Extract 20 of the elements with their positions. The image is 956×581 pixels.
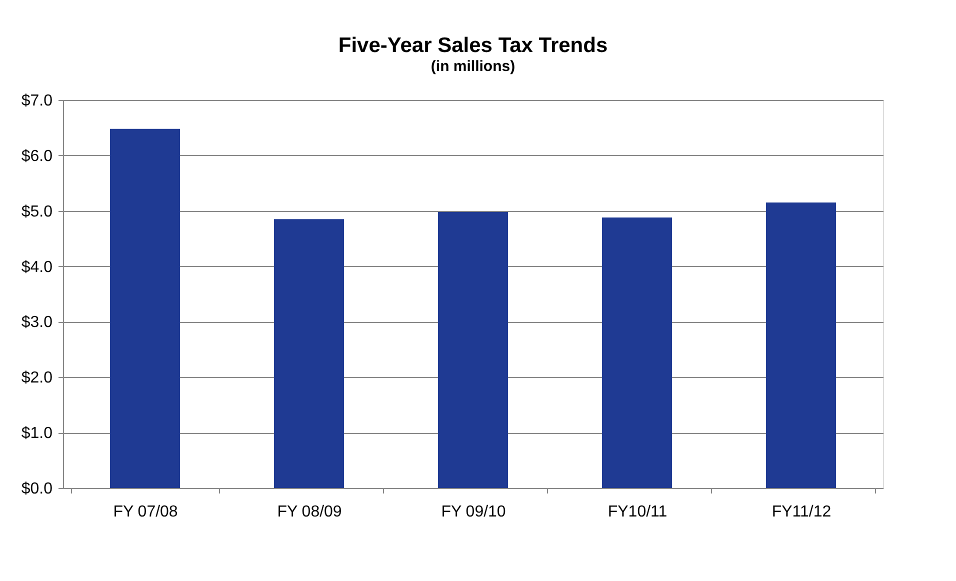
y-tick-label: $3.0 bbox=[21, 314, 53, 332]
x-tick-label: FY 09/10 bbox=[441, 504, 506, 520]
bar bbox=[274, 219, 344, 488]
x-tick-label: FY 08/09 bbox=[277, 504, 342, 520]
bar bbox=[438, 212, 508, 488]
bar bbox=[602, 218, 672, 488]
y-tick-label: $4.0 bbox=[21, 258, 53, 276]
chart-subtitle: (in millions) bbox=[430, 58, 516, 75]
y-tick-label: $1.0 bbox=[21, 425, 53, 442]
chart-title: Five-Year Sales Tax Trends bbox=[338, 34, 608, 57]
bar bbox=[110, 128, 180, 488]
x-tick-label: FY11/12 bbox=[772, 504, 832, 520]
y-tick-label: $2.0 bbox=[21, 370, 53, 387]
x-tick-label: FY10/11 bbox=[608, 504, 668, 520]
y-tick-label: $6.0 bbox=[21, 148, 53, 165]
y-tick-label: $0.0 bbox=[21, 480, 53, 498]
x-tick-label: FY 07/08 bbox=[113, 504, 178, 520]
bar bbox=[766, 202, 836, 488]
y-tick-label: $5.0 bbox=[21, 203, 53, 220]
y-tick-label: $7.0 bbox=[21, 92, 53, 110]
